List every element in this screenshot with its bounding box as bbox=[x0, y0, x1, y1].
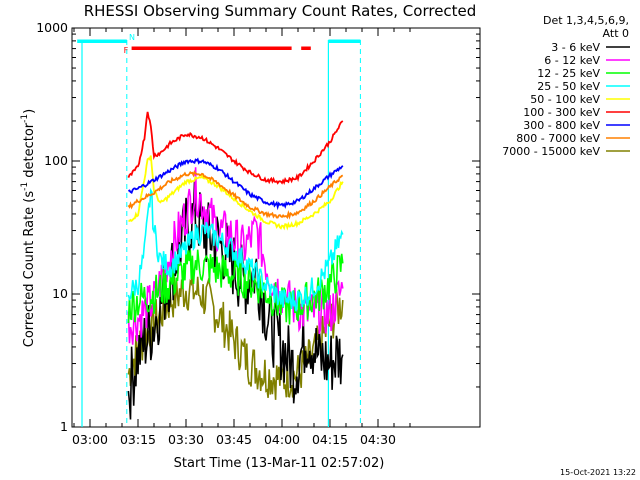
x-tick-label: 03:15 bbox=[120, 432, 156, 447]
y-tick-label: 10 bbox=[52, 286, 68, 301]
legend-label: 3 - 6 keV bbox=[551, 41, 600, 54]
legend-label: 800 - 7000 keV bbox=[516, 132, 600, 145]
legend-label: 6 - 12 keV bbox=[544, 54, 600, 67]
legend-header-line2: Att 0 bbox=[603, 27, 629, 40]
series-line-3 bbox=[127, 187, 344, 312]
x-tick-label: 04:30 bbox=[360, 432, 396, 447]
y-tick-label: 1 bbox=[60, 419, 68, 434]
legend-label: 100 - 300 keV bbox=[523, 106, 600, 119]
y-label-sup2: -1 bbox=[20, 114, 30, 123]
x-tick-label: 04:00 bbox=[264, 432, 300, 447]
legend-label: 300 - 800 keV bbox=[523, 119, 600, 132]
y-tick-label: 1000 bbox=[36, 20, 68, 35]
series-line-6 bbox=[128, 157, 344, 211]
flag-bars: NF bbox=[77, 33, 361, 55]
y-label-part1: Corrected Count Rate (s bbox=[22, 191, 37, 348]
x-tick-label: 03:45 bbox=[216, 432, 252, 447]
flag-bar-N bbox=[328, 39, 361, 43]
series-layer bbox=[127, 111, 344, 420]
flag-label-N: N bbox=[129, 33, 135, 42]
flag-bar-F bbox=[301, 46, 311, 50]
flag-label-F: F bbox=[124, 46, 129, 55]
x-axis-label: Start Time (13-Mar-11 02:57:02) bbox=[174, 456, 385, 471]
legend-label: 12 - 25 keV bbox=[537, 67, 600, 80]
x-tick-label: 03:00 bbox=[72, 432, 108, 447]
y-label-part2: detector bbox=[22, 122, 37, 182]
series-line-5 bbox=[127, 111, 344, 186]
plot-frame bbox=[71, 27, 481, 428]
flag-bar-F bbox=[131, 46, 292, 50]
x-tick-label: 03:30 bbox=[168, 432, 204, 447]
legend-label: 50 - 100 keV bbox=[530, 93, 600, 106]
axis-ticks: 1 10 100 1000 03:00 03:15 03:30 03:45 04:00 04:15… bbox=[36, 20, 480, 447]
legend-label: 25 - 50 keV bbox=[537, 80, 600, 93]
series-line-7 bbox=[127, 170, 344, 220]
y-axis-label: Corrected Count Rate (s-1 detector-1) bbox=[20, 109, 37, 347]
footer-timestamp: 15-Oct-2021 13:22 bbox=[560, 468, 636, 477]
y-label-part3: ) bbox=[22, 109, 37, 114]
legend-header-line1: Det 1,3,4,5,6,9, bbox=[543, 14, 629, 27]
legend-label: 7000 - 15000 keV bbox=[502, 145, 600, 158]
y-tick-label: 100 bbox=[44, 153, 68, 168]
y-label-sup1: -1 bbox=[20, 182, 30, 191]
x-tick-label: 04:15 bbox=[312, 432, 348, 447]
chart-title: RHESSI Observing Summary Count Rates, Co… bbox=[84, 2, 477, 20]
reference-lines bbox=[81, 40, 361, 427]
flag-bar-N bbox=[77, 39, 127, 43]
